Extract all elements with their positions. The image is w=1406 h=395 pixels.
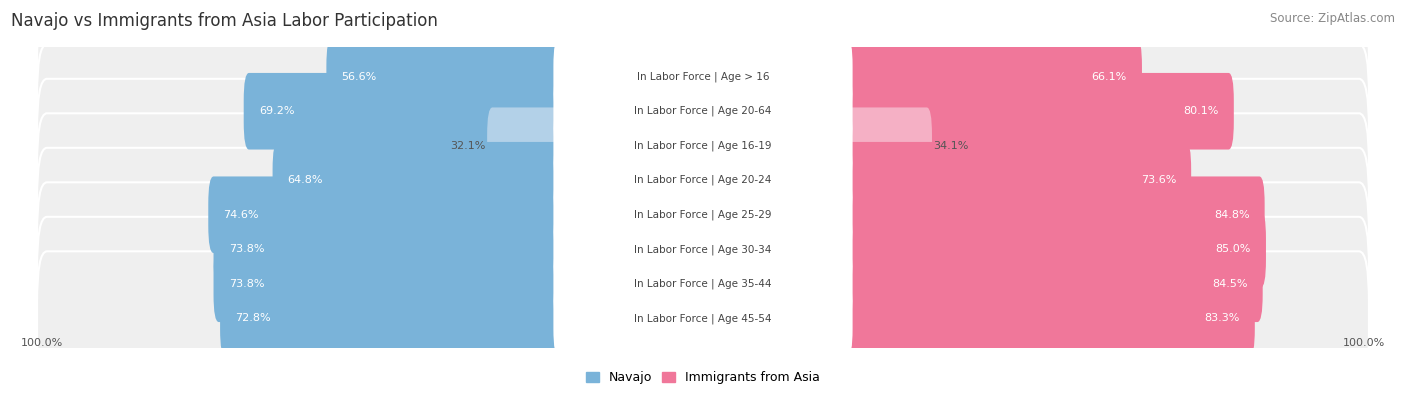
FancyBboxPatch shape	[37, 10, 1369, 144]
Text: 32.1%: 32.1%	[450, 141, 486, 151]
FancyBboxPatch shape	[37, 251, 1369, 385]
Text: 100.0%: 100.0%	[21, 338, 63, 348]
FancyBboxPatch shape	[37, 182, 1369, 316]
FancyBboxPatch shape	[214, 211, 564, 288]
Text: In Labor Force | Age 30-34: In Labor Force | Age 30-34	[634, 244, 772, 254]
Text: 73.8%: 73.8%	[229, 244, 264, 254]
Text: In Labor Force | Age 25-29: In Labor Force | Age 25-29	[634, 209, 772, 220]
Text: Source: ZipAtlas.com: Source: ZipAtlas.com	[1270, 12, 1395, 25]
Text: 66.1%: 66.1%	[1091, 72, 1126, 82]
FancyBboxPatch shape	[554, 245, 852, 322]
Text: 69.2%: 69.2%	[259, 106, 294, 116]
FancyBboxPatch shape	[842, 107, 932, 184]
Text: In Labor Force | Age 45-54: In Labor Force | Age 45-54	[634, 313, 772, 324]
Text: 64.8%: 64.8%	[288, 175, 323, 185]
Text: 34.1%: 34.1%	[934, 141, 969, 151]
Text: In Labor Force | Age 20-24: In Labor Force | Age 20-24	[634, 175, 772, 186]
FancyBboxPatch shape	[842, 142, 1191, 218]
Text: 73.6%: 73.6%	[1140, 175, 1175, 185]
Text: In Labor Force | Age 20-64: In Labor Force | Age 20-64	[634, 106, 772, 117]
Text: 73.8%: 73.8%	[229, 279, 264, 289]
FancyBboxPatch shape	[842, 245, 1263, 322]
Legend: Navajo, Immigrants from Asia: Navajo, Immigrants from Asia	[581, 367, 825, 389]
FancyBboxPatch shape	[842, 211, 1265, 288]
Text: 84.5%: 84.5%	[1212, 279, 1247, 289]
FancyBboxPatch shape	[842, 38, 1142, 115]
Text: 74.6%: 74.6%	[224, 210, 259, 220]
Text: Navajo vs Immigrants from Asia Labor Participation: Navajo vs Immigrants from Asia Labor Par…	[11, 12, 439, 30]
FancyBboxPatch shape	[554, 211, 852, 288]
Text: 56.6%: 56.6%	[342, 72, 377, 82]
Text: 100.0%: 100.0%	[1343, 338, 1385, 348]
FancyBboxPatch shape	[554, 142, 852, 218]
FancyBboxPatch shape	[273, 142, 564, 218]
FancyBboxPatch shape	[243, 73, 564, 150]
FancyBboxPatch shape	[554, 107, 852, 184]
Text: In Labor Force | Age 16-19: In Labor Force | Age 16-19	[634, 141, 772, 151]
FancyBboxPatch shape	[842, 73, 1234, 150]
FancyBboxPatch shape	[554, 177, 852, 253]
FancyBboxPatch shape	[37, 113, 1369, 247]
FancyBboxPatch shape	[37, 148, 1369, 282]
FancyBboxPatch shape	[221, 280, 564, 357]
FancyBboxPatch shape	[842, 280, 1254, 357]
Text: In Labor Force | Age > 16: In Labor Force | Age > 16	[637, 71, 769, 82]
Text: In Labor Force | Age 35-44: In Labor Force | Age 35-44	[634, 278, 772, 289]
Text: 72.8%: 72.8%	[235, 313, 271, 323]
FancyBboxPatch shape	[554, 73, 852, 150]
FancyBboxPatch shape	[554, 38, 852, 115]
FancyBboxPatch shape	[326, 38, 564, 115]
FancyBboxPatch shape	[554, 280, 852, 357]
FancyBboxPatch shape	[842, 177, 1264, 253]
FancyBboxPatch shape	[486, 107, 564, 184]
FancyBboxPatch shape	[37, 44, 1369, 178]
Text: 83.3%: 83.3%	[1205, 313, 1240, 323]
Text: 84.8%: 84.8%	[1213, 210, 1250, 220]
Text: 80.1%: 80.1%	[1184, 106, 1219, 116]
Text: 85.0%: 85.0%	[1216, 244, 1251, 254]
FancyBboxPatch shape	[208, 177, 564, 253]
FancyBboxPatch shape	[37, 217, 1369, 351]
FancyBboxPatch shape	[37, 79, 1369, 213]
FancyBboxPatch shape	[214, 245, 564, 322]
